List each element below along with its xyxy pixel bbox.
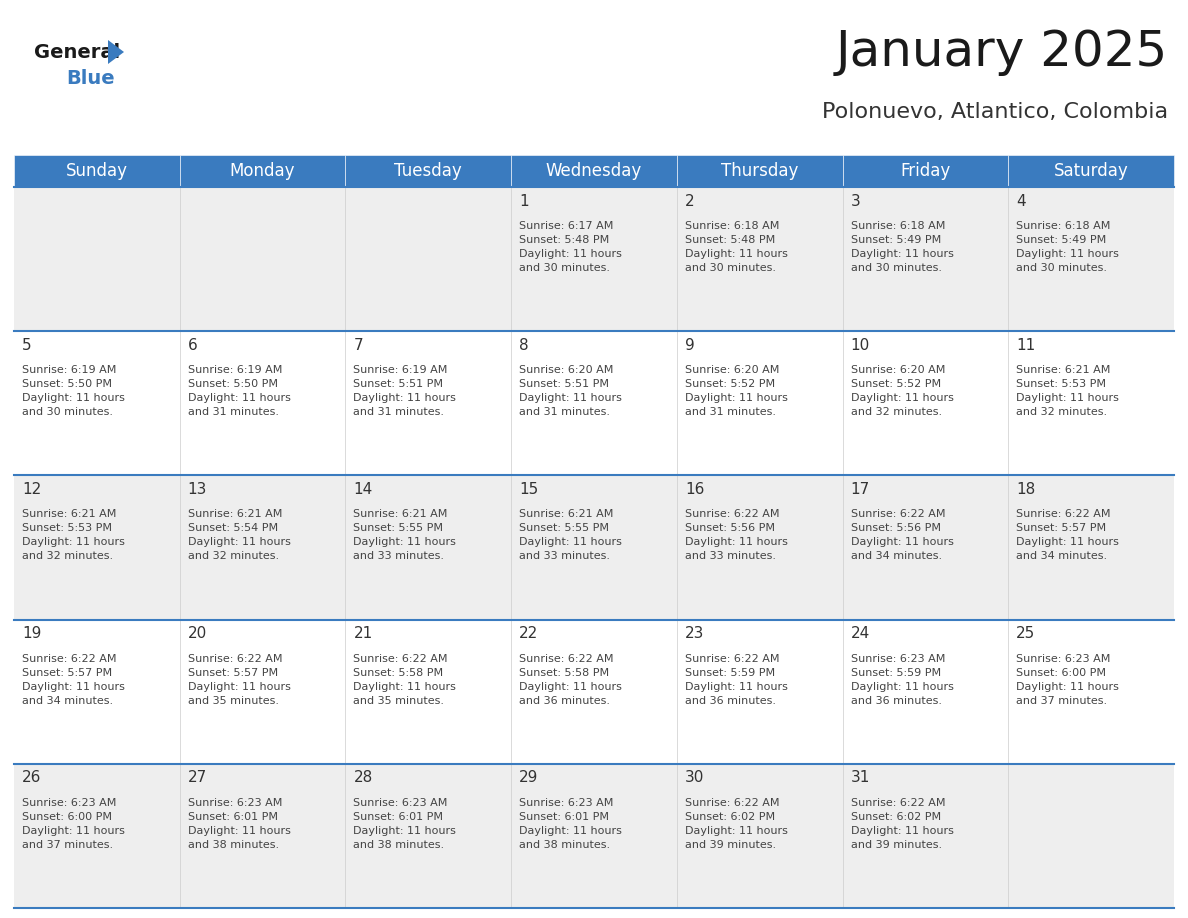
- Text: 25: 25: [1016, 626, 1036, 641]
- Text: Sunrise: 6:23 AM
Sunset: 6:00 PM
Daylight: 11 hours
and 37 minutes.: Sunrise: 6:23 AM Sunset: 6:00 PM Dayligh…: [23, 798, 125, 850]
- Text: 28: 28: [353, 770, 373, 785]
- Text: 1: 1: [519, 194, 529, 208]
- Bar: [14, 620, 1174, 764]
- Text: 26: 26: [23, 770, 42, 785]
- Text: General: General: [34, 42, 120, 62]
- Text: Sunrise: 6:18 AM
Sunset: 5:49 PM
Daylight: 11 hours
and 30 minutes.: Sunrise: 6:18 AM Sunset: 5:49 PM Dayligh…: [1016, 221, 1119, 273]
- Text: 3: 3: [851, 194, 860, 208]
- Text: 4: 4: [1016, 194, 1026, 208]
- Text: Sunday: Sunday: [65, 162, 128, 180]
- Text: Saturday: Saturday: [1054, 162, 1129, 180]
- Polygon shape: [108, 40, 124, 64]
- Text: Thursday: Thursday: [721, 162, 798, 180]
- Text: Sunrise: 6:21 AM
Sunset: 5:55 PM
Daylight: 11 hours
and 33 minutes.: Sunrise: 6:21 AM Sunset: 5:55 PM Dayligh…: [519, 509, 623, 562]
- Text: Sunrise: 6:18 AM
Sunset: 5:48 PM
Daylight: 11 hours
and 30 minutes.: Sunrise: 6:18 AM Sunset: 5:48 PM Dayligh…: [684, 221, 788, 273]
- Text: 21: 21: [353, 626, 373, 641]
- Text: Sunrise: 6:21 AM
Sunset: 5:55 PM
Daylight: 11 hours
and 33 minutes.: Sunrise: 6:21 AM Sunset: 5:55 PM Dayligh…: [353, 509, 456, 562]
- Text: Sunrise: 6:23 AM
Sunset: 6:01 PM
Daylight: 11 hours
and 38 minutes.: Sunrise: 6:23 AM Sunset: 6:01 PM Dayligh…: [188, 798, 291, 850]
- Text: Sunrise: 6:22 AM
Sunset: 5:57 PM
Daylight: 11 hours
and 35 minutes.: Sunrise: 6:22 AM Sunset: 5:57 PM Dayligh…: [188, 654, 291, 706]
- Text: 5: 5: [23, 338, 32, 353]
- Bar: [14, 764, 1174, 908]
- Text: Tuesday: Tuesday: [394, 162, 462, 180]
- Text: 7: 7: [353, 338, 364, 353]
- Text: 13: 13: [188, 482, 207, 497]
- Text: Sunrise: 6:19 AM
Sunset: 5:51 PM
Daylight: 11 hours
and 31 minutes.: Sunrise: 6:19 AM Sunset: 5:51 PM Dayligh…: [353, 365, 456, 417]
- Text: 23: 23: [684, 626, 704, 641]
- Bar: [14, 476, 1174, 620]
- Text: Polonuevo, Atlantico, Colombia: Polonuevo, Atlantico, Colombia: [822, 102, 1168, 122]
- Text: 29: 29: [519, 770, 538, 785]
- Bar: [677, 155, 842, 187]
- Text: Sunrise: 6:22 AM
Sunset: 5:56 PM
Daylight: 11 hours
and 33 minutes.: Sunrise: 6:22 AM Sunset: 5:56 PM Dayligh…: [684, 509, 788, 562]
- Text: 8: 8: [519, 338, 529, 353]
- Text: 11: 11: [1016, 338, 1036, 353]
- Text: Sunrise: 6:22 AM
Sunset: 5:57 PM
Daylight: 11 hours
and 34 minutes.: Sunrise: 6:22 AM Sunset: 5:57 PM Dayligh…: [1016, 509, 1119, 562]
- Text: Blue: Blue: [67, 69, 114, 87]
- Text: Sunrise: 6:22 AM
Sunset: 5:58 PM
Daylight: 11 hours
and 35 minutes.: Sunrise: 6:22 AM Sunset: 5:58 PM Dayligh…: [353, 654, 456, 706]
- Text: Sunrise: 6:20 AM
Sunset: 5:51 PM
Daylight: 11 hours
and 31 minutes.: Sunrise: 6:20 AM Sunset: 5:51 PM Dayligh…: [519, 365, 623, 417]
- Text: Sunrise: 6:20 AM
Sunset: 5:52 PM
Daylight: 11 hours
and 32 minutes.: Sunrise: 6:20 AM Sunset: 5:52 PM Dayligh…: [851, 365, 954, 417]
- Text: Sunrise: 6:20 AM
Sunset: 5:52 PM
Daylight: 11 hours
and 31 minutes.: Sunrise: 6:20 AM Sunset: 5:52 PM Dayligh…: [684, 365, 788, 417]
- Text: Monday: Monday: [229, 162, 296, 180]
- Text: Sunrise: 6:19 AM
Sunset: 5:50 PM
Daylight: 11 hours
and 30 minutes.: Sunrise: 6:19 AM Sunset: 5:50 PM Dayligh…: [23, 365, 125, 417]
- Text: 9: 9: [684, 338, 695, 353]
- Text: Sunrise: 6:21 AM
Sunset: 5:53 PM
Daylight: 11 hours
and 32 minutes.: Sunrise: 6:21 AM Sunset: 5:53 PM Dayligh…: [23, 509, 125, 562]
- Bar: [842, 155, 1009, 187]
- Text: Wednesday: Wednesday: [545, 162, 643, 180]
- Text: 18: 18: [1016, 482, 1036, 497]
- Bar: [14, 155, 179, 187]
- Text: Sunrise: 6:22 AM
Sunset: 6:02 PM
Daylight: 11 hours
and 39 minutes.: Sunrise: 6:22 AM Sunset: 6:02 PM Dayligh…: [684, 798, 788, 850]
- Text: 17: 17: [851, 482, 870, 497]
- Text: Sunrise: 6:18 AM
Sunset: 5:49 PM
Daylight: 11 hours
and 30 minutes.: Sunrise: 6:18 AM Sunset: 5:49 PM Dayligh…: [851, 221, 954, 273]
- Text: 16: 16: [684, 482, 704, 497]
- Text: 14: 14: [353, 482, 373, 497]
- Text: Sunrise: 6:22 AM
Sunset: 5:58 PM
Daylight: 11 hours
and 36 minutes.: Sunrise: 6:22 AM Sunset: 5:58 PM Dayligh…: [519, 654, 623, 706]
- Bar: [511, 155, 677, 187]
- Text: 6: 6: [188, 338, 197, 353]
- Text: Sunrise: 6:21 AM
Sunset: 5:53 PM
Daylight: 11 hours
and 32 minutes.: Sunrise: 6:21 AM Sunset: 5:53 PM Dayligh…: [1016, 365, 1119, 417]
- Text: Friday: Friday: [901, 162, 950, 180]
- Text: Sunrise: 6:19 AM
Sunset: 5:50 PM
Daylight: 11 hours
and 31 minutes.: Sunrise: 6:19 AM Sunset: 5:50 PM Dayligh…: [188, 365, 291, 417]
- Text: 2: 2: [684, 194, 695, 208]
- Bar: [14, 331, 1174, 476]
- Bar: [179, 155, 346, 187]
- Text: Sunrise: 6:22 AM
Sunset: 5:59 PM
Daylight: 11 hours
and 36 minutes.: Sunrise: 6:22 AM Sunset: 5:59 PM Dayligh…: [684, 654, 788, 706]
- Text: Sunrise: 6:17 AM
Sunset: 5:48 PM
Daylight: 11 hours
and 30 minutes.: Sunrise: 6:17 AM Sunset: 5:48 PM Dayligh…: [519, 221, 623, 273]
- Text: 22: 22: [519, 626, 538, 641]
- Text: Sunrise: 6:21 AM
Sunset: 5:54 PM
Daylight: 11 hours
and 32 minutes.: Sunrise: 6:21 AM Sunset: 5:54 PM Dayligh…: [188, 509, 291, 562]
- Bar: [346, 155, 511, 187]
- Text: 20: 20: [188, 626, 207, 641]
- Text: Sunrise: 6:22 AM
Sunset: 5:57 PM
Daylight: 11 hours
and 34 minutes.: Sunrise: 6:22 AM Sunset: 5:57 PM Dayligh…: [23, 654, 125, 706]
- Text: 12: 12: [23, 482, 42, 497]
- Text: 19: 19: [23, 626, 42, 641]
- Text: 24: 24: [851, 626, 870, 641]
- Text: January 2025: January 2025: [835, 28, 1168, 76]
- Text: Sunrise: 6:23 AM
Sunset: 6:01 PM
Daylight: 11 hours
and 38 minutes.: Sunrise: 6:23 AM Sunset: 6:01 PM Dayligh…: [519, 798, 623, 850]
- Text: Sunrise: 6:23 AM
Sunset: 5:59 PM
Daylight: 11 hours
and 36 minutes.: Sunrise: 6:23 AM Sunset: 5:59 PM Dayligh…: [851, 654, 954, 706]
- Text: 10: 10: [851, 338, 870, 353]
- Text: 15: 15: [519, 482, 538, 497]
- Text: Sunrise: 6:22 AM
Sunset: 6:02 PM
Daylight: 11 hours
and 39 minutes.: Sunrise: 6:22 AM Sunset: 6:02 PM Dayligh…: [851, 798, 954, 850]
- Text: 31: 31: [851, 770, 870, 785]
- Bar: [14, 187, 1174, 331]
- Text: Sunrise: 6:22 AM
Sunset: 5:56 PM
Daylight: 11 hours
and 34 minutes.: Sunrise: 6:22 AM Sunset: 5:56 PM Dayligh…: [851, 509, 954, 562]
- Text: 27: 27: [188, 770, 207, 785]
- Text: Sunrise: 6:23 AM
Sunset: 6:01 PM
Daylight: 11 hours
and 38 minutes.: Sunrise: 6:23 AM Sunset: 6:01 PM Dayligh…: [353, 798, 456, 850]
- Bar: [1009, 155, 1174, 187]
- Text: Sunrise: 6:23 AM
Sunset: 6:00 PM
Daylight: 11 hours
and 37 minutes.: Sunrise: 6:23 AM Sunset: 6:00 PM Dayligh…: [1016, 654, 1119, 706]
- Text: 30: 30: [684, 770, 704, 785]
